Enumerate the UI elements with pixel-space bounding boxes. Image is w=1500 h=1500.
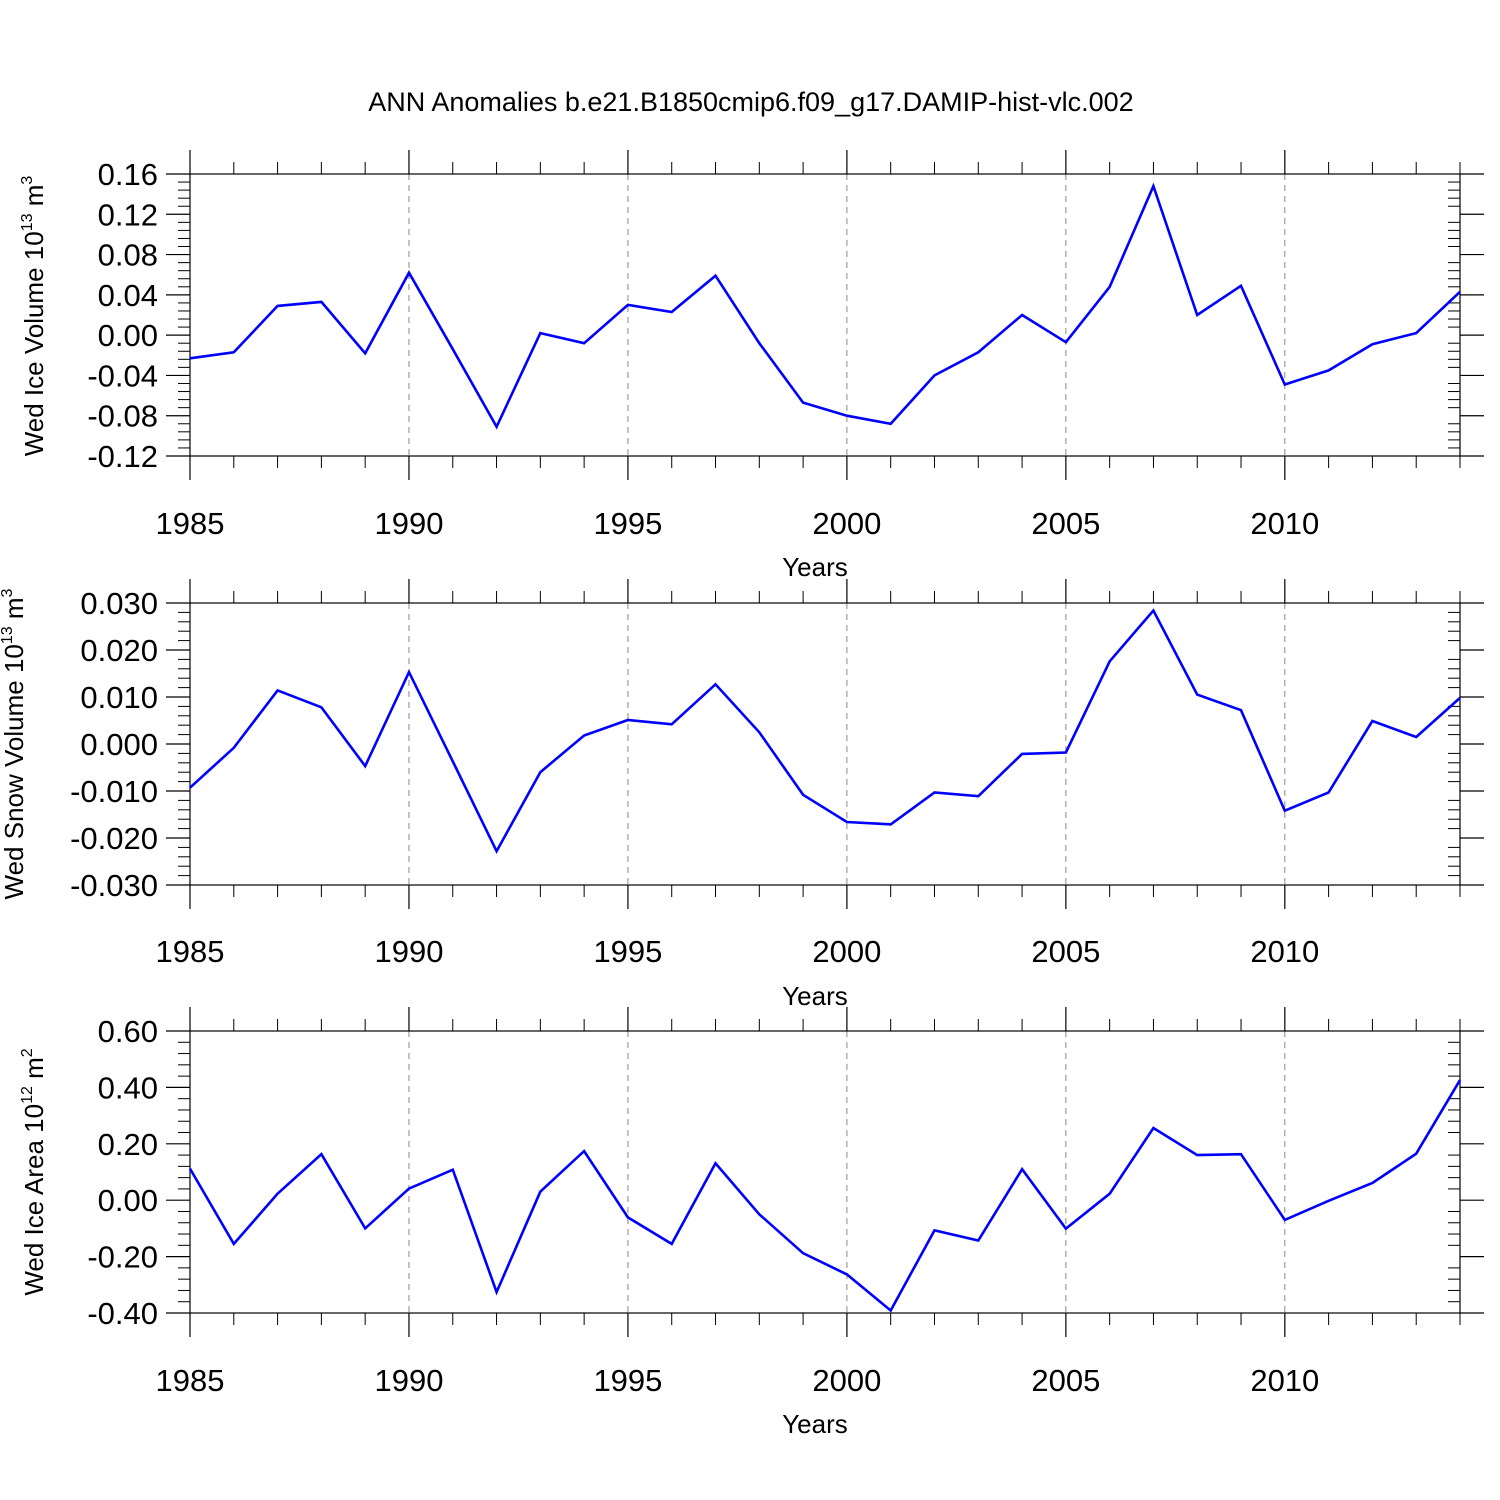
x-tick-label: 2005: [1031, 1363, 1100, 1398]
x-tick-label: 1995: [593, 934, 662, 969]
x-tick-label: 1990: [374, 934, 443, 969]
x-tick-label: 1995: [593, 1363, 662, 1398]
y-tick-label: 0.40: [98, 1070, 158, 1105]
y-axis-title: Wed Ice Area 1012 m2: [19, 1048, 49, 1295]
figure-title: ANN Anomalies b.e21.B1850cmip6.f09_g17.D…: [368, 87, 1133, 117]
series-line: [189, 608, 1461, 855]
x-tick-label: 2000: [812, 506, 881, 541]
x-axis-title: Years: [782, 1409, 848, 1439]
x-tick-label: 2000: [812, 934, 881, 969]
y-tick-label: -0.030: [70, 868, 158, 903]
y-tick-label: -0.40: [87, 1296, 158, 1331]
y-tick-label: 0.16: [98, 157, 158, 192]
chart-panel-1: 1985 1990 1995 2000 2005 2010 0.16 0.12 0.08 0.04…: [19, 150, 1484, 582]
y-tick-label: -0.020: [70, 821, 158, 856]
y-tick-label: -0.20: [87, 1240, 158, 1275]
y-tick-label: -0.010: [70, 774, 158, 809]
x-tick-label: 2005: [1031, 934, 1100, 969]
x-tick-label: 1985: [156, 1363, 225, 1398]
y-tick-label: 0.60: [98, 1014, 158, 1049]
y-tick-label: 0.010: [80, 680, 158, 715]
x-tick-label: 2010: [1250, 506, 1319, 541]
series-line: [189, 182, 1461, 430]
y-tick-label: 0.04: [98, 278, 158, 313]
plot-frame: [189, 173, 1461, 457]
y-tick-label: 0.20: [98, 1127, 158, 1162]
plot-frame: [189, 602, 1461, 886]
x-tick-label: 2010: [1250, 934, 1319, 969]
y-tick-label: 0.08: [98, 238, 158, 273]
y-tick-label: 0.020: [80, 633, 158, 668]
y-tick-label: 0.00: [98, 1183, 158, 1218]
x-tick-label: 1995: [593, 506, 662, 541]
y-tick-label: 0.00: [98, 318, 158, 353]
plot-frame: [189, 1030, 1461, 1314]
x-tick-label: 2005: [1031, 506, 1100, 541]
y-axis-title: Wed Ice Volume 1013 m3: [19, 176, 49, 457]
x-tick-label: 1985: [156, 506, 225, 541]
x-axis-title: Years: [782, 981, 848, 1011]
series-line: [188, 1079, 1462, 1313]
y-tick-label: -0.12: [87, 439, 158, 474]
x-tick-label: 1990: [374, 1363, 443, 1398]
y-tick-label: 0.000: [80, 727, 158, 762]
chart-panel-3: 1985 1990 1995 2000 2005 2010 0.60 0.40 0.20 0.00…: [19, 1007, 1484, 1439]
x-tick-label: 1985: [156, 934, 225, 969]
y-tick-label: 0.12: [98, 197, 158, 232]
chart-panel-2: 1985 1990 1995 2000 2005 2010 0.030 0.020 0.010 0…: [0, 579, 1484, 1011]
y-tick-label: 0.030: [80, 586, 158, 621]
x-tick-label: 1990: [374, 506, 443, 541]
x-tick-label: 2010: [1250, 1363, 1319, 1398]
y-tick-label: -0.08: [87, 399, 158, 434]
x-tick-label: 2000: [812, 1363, 881, 1398]
x-axis-title: Years: [782, 552, 848, 582]
panels: 1985 1990 1995 2000 2005 2010 0.16 0.12 0.08 0.04…: [0, 150, 1484, 1439]
y-axis-title: Wed Snow Volume 1013 m3: [0, 588, 29, 899]
y-tick-label: -0.04: [87, 358, 158, 393]
